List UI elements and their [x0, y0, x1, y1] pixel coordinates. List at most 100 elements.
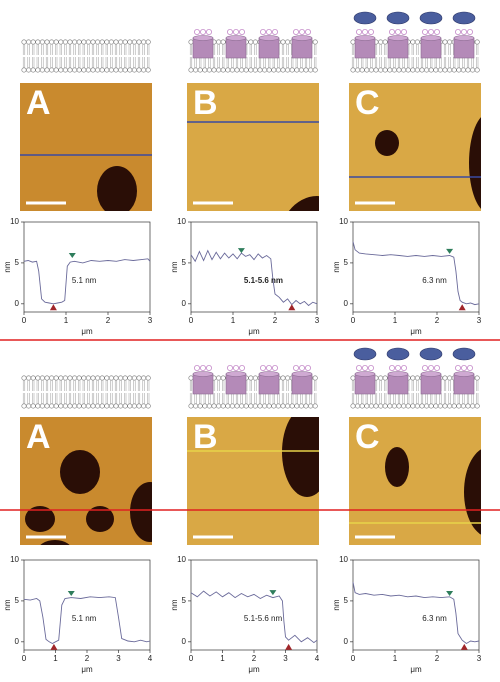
lipid-head — [220, 403, 226, 409]
lipid-head — [428, 403, 434, 409]
protein-cap — [387, 371, 409, 377]
x-tick-label: 2 — [252, 654, 257, 663]
glycan — [421, 364, 428, 371]
glycan — [193, 28, 200, 35]
lipid-head — [211, 403, 217, 409]
lipid-head — [113, 67, 119, 73]
lipid-head — [118, 39, 124, 45]
glycan — [388, 28, 395, 35]
lipid-head — [271, 67, 277, 73]
lipid-tail — [374, 380, 378, 404]
lipid-head — [410, 67, 416, 73]
glycan — [232, 364, 239, 371]
lipid-head — [252, 403, 258, 409]
lipid-tail — [22, 44, 26, 68]
glycan — [400, 28, 407, 35]
lipid-tail — [105, 380, 108, 404]
lipid-bilayer — [21, 375, 151, 409]
glycan — [367, 28, 374, 35]
lipid-tail — [384, 44, 387, 68]
afm-hole — [60, 450, 100, 494]
lipid-head — [30, 67, 36, 73]
lipid-head — [90, 375, 96, 381]
lipid-head — [312, 39, 318, 45]
lipid-head — [44, 67, 50, 73]
lipid-head — [252, 375, 258, 381]
lipid-head — [145, 67, 151, 73]
lipid-tail — [416, 44, 419, 68]
lipid-head — [202, 403, 208, 409]
lipid-head — [58, 67, 64, 73]
lipid-head — [396, 67, 402, 73]
lipid-head — [266, 67, 272, 73]
x-tick-label: 1 — [220, 654, 225, 663]
lipid-head — [280, 39, 286, 45]
lipid-head — [252, 39, 258, 45]
lipid-head — [67, 39, 73, 45]
lipid-head — [211, 67, 217, 73]
ligand — [353, 11, 377, 25]
lipid-head — [108, 375, 114, 381]
lipid-head — [62, 67, 68, 73]
lipid-head — [437, 67, 443, 73]
x-tick-label: 0 — [189, 316, 194, 325]
y-tick-label: 0 — [15, 637, 20, 646]
x-tick-label: 0 — [189, 654, 194, 663]
lipid-tail — [137, 44, 141, 68]
lipid-head — [136, 67, 142, 73]
protein-cap — [225, 371, 247, 377]
afm-image — [349, 83, 481, 211]
lipid-head — [474, 39, 480, 45]
x-tick-label: 4 — [148, 654, 153, 663]
profile-trace — [352, 582, 480, 645]
lipid-tail — [101, 44, 104, 68]
glycan — [271, 364, 278, 371]
lipid-head — [90, 67, 96, 73]
lipid-head — [53, 375, 59, 381]
glycan — [388, 364, 395, 371]
annotation: 6.3 nm — [422, 614, 447, 623]
lipid-head — [131, 375, 137, 381]
lipid-bilayer — [21, 39, 151, 73]
lipid-head — [58, 403, 64, 409]
protein — [420, 37, 442, 59]
glycan — [427, 28, 434, 35]
glycan — [460, 28, 467, 35]
protein — [453, 373, 475, 395]
glycan — [367, 364, 374, 371]
annotation: 5.1 nm — [72, 276, 97, 285]
lipid-tail — [142, 380, 145, 404]
lipid-head — [35, 375, 41, 381]
lipid-head — [220, 375, 226, 381]
lipid-head — [49, 39, 55, 45]
lipid-head — [44, 39, 50, 45]
lipid-head — [359, 67, 365, 73]
ligand — [452, 347, 476, 361]
glycan — [199, 28, 206, 35]
protein — [192, 373, 214, 395]
lipid-head — [72, 375, 78, 381]
lipid-head — [248, 403, 254, 409]
lipid-head — [108, 403, 114, 409]
lipid-tail — [128, 44, 131, 68]
protein-cap — [354, 35, 376, 41]
lipid-head — [131, 67, 137, 73]
lipid-head — [220, 39, 226, 45]
glycan — [238, 28, 245, 35]
protein-cap — [291, 35, 313, 41]
lipid-head — [81, 39, 87, 45]
lipid-head — [122, 403, 128, 409]
lipid-head — [136, 403, 142, 409]
afm-hole — [107, 255, 135, 281]
lipid-head — [298, 403, 304, 409]
lipid-head — [39, 67, 45, 73]
protein-cap — [354, 371, 376, 377]
lipid-head — [280, 403, 286, 409]
lipid-head — [387, 403, 393, 409]
lipid-tail — [448, 44, 451, 68]
lipid-tail — [91, 44, 95, 68]
x-tick-label: 0 — [351, 316, 356, 325]
glycan — [232, 28, 239, 35]
lipid-head — [39, 375, 45, 381]
lipid-head — [474, 403, 480, 409]
